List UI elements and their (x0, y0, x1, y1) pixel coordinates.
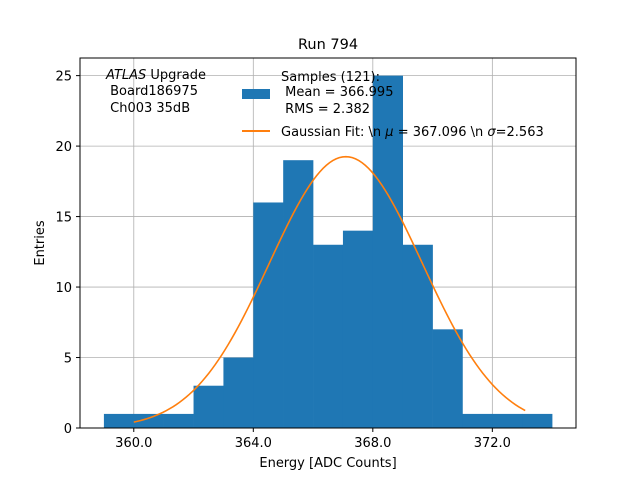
x-tick-label-1: 364.0 (235, 436, 272, 451)
atlas-label: ATLAS (105, 68, 146, 83)
histogram-bar-1 (103, 413, 135, 428)
annotation-line-2: Board186975 (106, 84, 198, 99)
histogram-bar-2 (133, 413, 164, 428)
y-tick-label-2: 10 (55, 281, 72, 296)
histogram-bar-7 (283, 160, 314, 428)
x-tick-label-0: 360.0 (115, 436, 152, 451)
y-axis-label: Entries (33, 220, 48, 266)
histogram-bar-10 (372, 75, 403, 428)
histogram-bar-14 (492, 413, 523, 428)
y-tick-label-5: 25 (55, 70, 72, 85)
x-axis-label: Energy [ADC Counts] (259, 456, 396, 471)
legend-histogram-swatch (242, 89, 270, 99)
histogram-bar-13 (462, 413, 493, 428)
histogram-bar-11 (402, 244, 433, 428)
histogram-bars (103, 75, 553, 428)
legend-rms-line: RMS = 2.382 (281, 102, 370, 117)
y-tick-label-3: 15 (55, 211, 72, 226)
y-tick-label-0: 0 (64, 422, 72, 437)
histogram-bar-8 (313, 244, 344, 428)
histogram-bar-9 (342, 230, 374, 428)
chart-title: Run 794 (298, 37, 358, 53)
x-tick-label-2: 368.0 (354, 436, 391, 451)
histogram-bar-4 (193, 385, 224, 428)
histogram-bar-3 (163, 413, 194, 428)
legend-mean-line: Mean = 366.995 (281, 85, 393, 100)
annotation-line-1: ATLAS Upgrade (105, 68, 206, 83)
legend-fit-label: Gaussian Fit: \n μ = 367.096 \n σ=2.563 (281, 125, 544, 140)
histogram-bar-15 (522, 413, 553, 428)
histogram-bar-12 (432, 329, 463, 428)
histogram-bar-5 (223, 357, 254, 428)
y-tick-label-1: 5 (64, 352, 72, 367)
gaussian-fit-curve (133, 155, 526, 423)
y-axis-ticks: 0 5 10 15 20 25 (55, 70, 80, 437)
annotation: ATLAS Upgrade Board186975 Ch003 35dB (105, 68, 206, 116)
fit-layer (133, 155, 526, 423)
x-tick-label-3: 372.0 (474, 436, 511, 451)
histogram-bar-6 (253, 202, 284, 428)
x-axis-ticks: 360.0 364.0 368.0 372.0 (115, 428, 511, 451)
annotation-line-3: Ch003 35dB (106, 101, 190, 116)
legend: Samples (121): Mean = 366.995 RMS = 2.38… (242, 70, 544, 140)
y-tick-label-4: 20 (55, 140, 72, 155)
plot-frame (79, 57, 577, 429)
legend-samples-line: Samples (121): (281, 70, 380, 85)
